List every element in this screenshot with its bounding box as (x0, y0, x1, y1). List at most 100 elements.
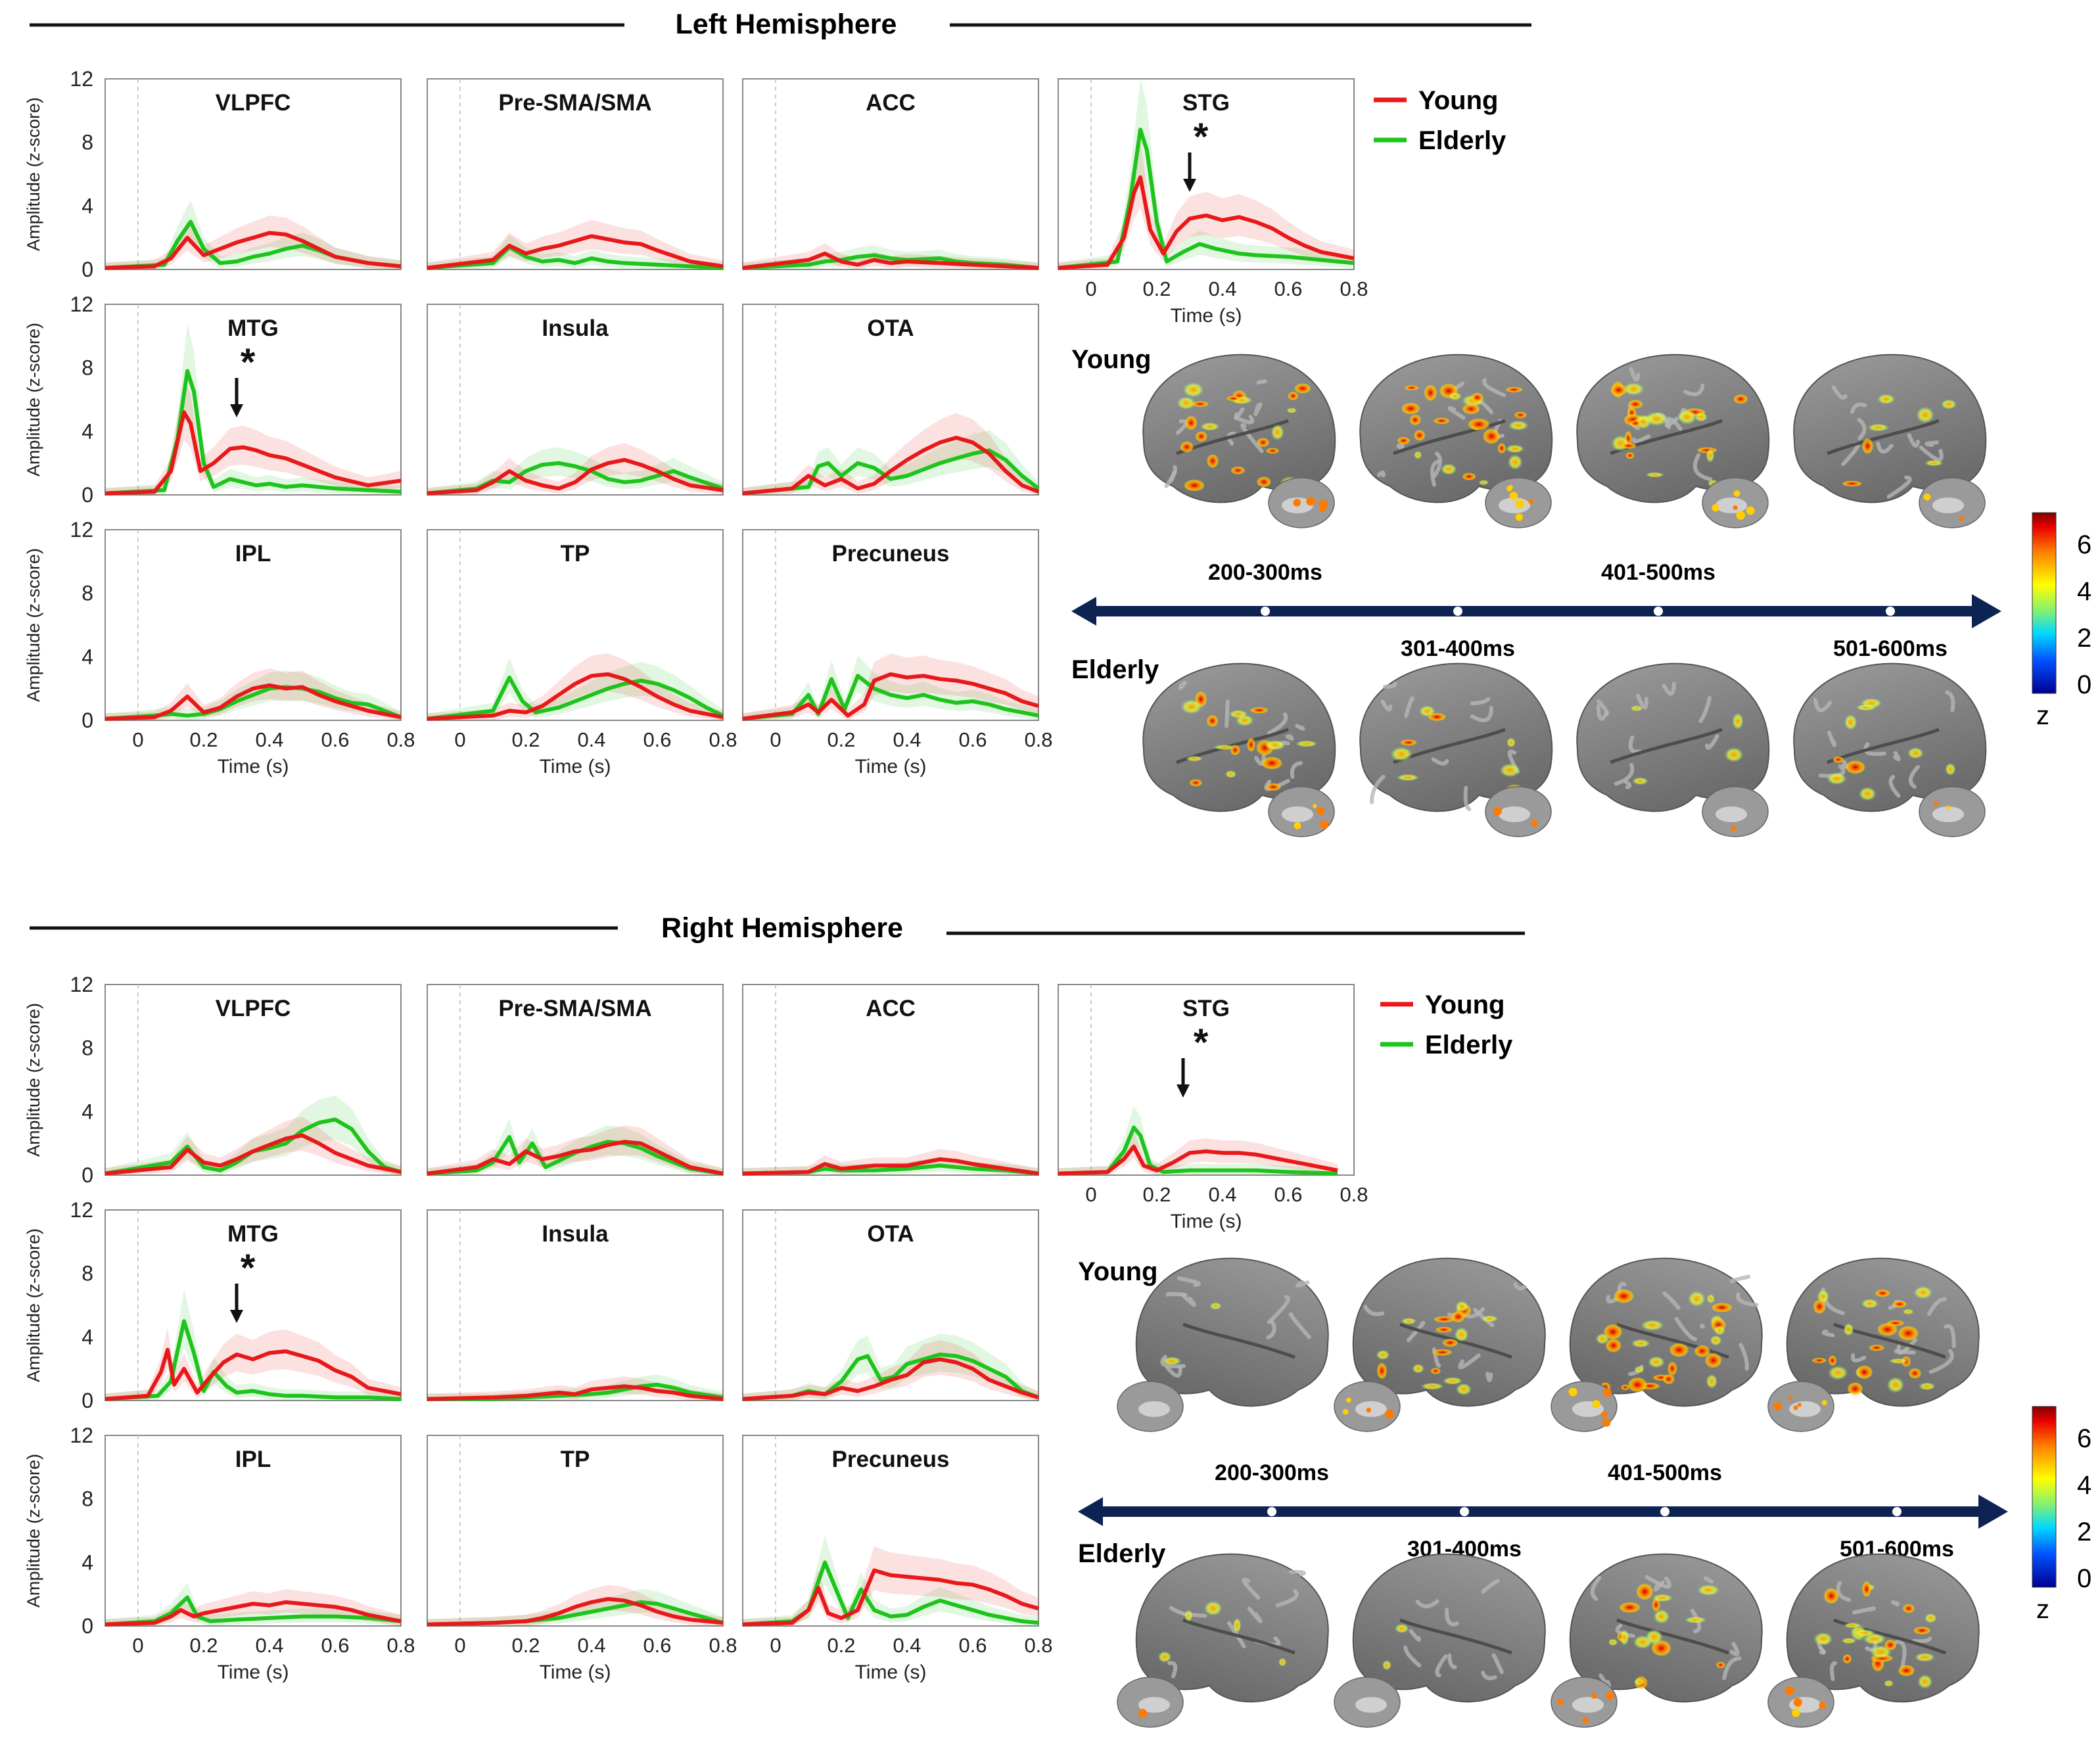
activation-cluster (1230, 466, 1246, 475)
activation-cluster (1630, 705, 1643, 712)
plot-frame (427, 1209, 724, 1401)
activation-cluster (1842, 1654, 1852, 1664)
x-tick-label: 0.4 (255, 1634, 283, 1657)
panel-title: IPL (235, 541, 271, 567)
panel-title: Insula (542, 1221, 609, 1247)
brain-outline (1359, 354, 1553, 503)
activation-cluster (1858, 787, 1877, 801)
right-hemisphere-header: Right Hemisphere (30, 912, 1525, 944)
brain-medial-inset (1702, 477, 1769, 528)
y-tick-label: 4 (82, 419, 93, 443)
activation-cluster (1454, 1327, 1469, 1343)
significance-arrowhead (230, 404, 243, 417)
y-tick-label: 12 (70, 67, 93, 91)
activation-cluster (1376, 1362, 1388, 1380)
elderly-error-band (1058, 1105, 1338, 1175)
elderly-series-line (105, 369, 402, 496)
colorbar-tick: 0 (2077, 1564, 2091, 1593)
elderly-error-band (427, 235, 723, 269)
activation-cluster (1295, 740, 1318, 747)
x-axis-label: Time (s) (1171, 305, 1242, 327)
activation-cluster (1191, 400, 1209, 407)
x-tick-label: 0.8 (709, 1634, 737, 1657)
brain-surface-map (1359, 662, 1553, 837)
plot-frame (742, 984, 1039, 1176)
activation-cluster (1442, 1377, 1463, 1385)
colorbar-gradient (2032, 512, 2057, 694)
activation-cluster (1697, 1584, 1720, 1596)
young-error-band (105, 215, 401, 269)
activation-cluster (1265, 783, 1282, 791)
activation-cluster (1180, 699, 1203, 714)
activation-cluster (1908, 1368, 1922, 1379)
activation-cluster (1715, 1661, 1726, 1669)
activation-cluster (1286, 407, 1297, 413)
line-plot-panel: 0 0.2 0.4 0.6 0.8 Time (s) Precuneus (742, 529, 1053, 778)
activation-cluster (1505, 386, 1523, 393)
y-tick-label: 8 (82, 1262, 93, 1286)
y-axis-label: Amplitude (z-score) (24, 1228, 43, 1382)
activation-cluster (1256, 476, 1272, 488)
brain-surface-map (1793, 662, 1987, 837)
x-tick-label: 0.2 (189, 1634, 218, 1657)
activation-cluster (1507, 454, 1523, 470)
significance-asterisk: * (241, 341, 256, 384)
activation-cluster (1627, 400, 1644, 409)
activation-cluster (1732, 712, 1744, 730)
young-error-band (743, 1339, 1038, 1401)
y-tick-label: 8 (82, 582, 93, 605)
activation-cluster (1662, 1374, 1675, 1385)
x-tick-label: 0.4 (577, 1634, 605, 1657)
activation-cluster (1832, 756, 1844, 763)
y-tick-label: 4 (82, 645, 93, 668)
panel-title: MTG (227, 1221, 279, 1247)
activation-cluster (1843, 1322, 1854, 1336)
activation-cluster (1505, 444, 1525, 453)
activation-cluster (1633, 1678, 1645, 1686)
plot-frame (105, 984, 402, 1176)
colorbar-left: 6 4 2 0 z (2032, 512, 2091, 730)
brain-section-right: Young Elderly 200-300ms 401-500ms 301-40… (1078, 1257, 2008, 1568)
legend-elderly-label: Elderly (1418, 126, 1506, 155)
activation-cluster (1478, 480, 1489, 486)
activation-cluster (1897, 1326, 1919, 1341)
x-tick-label: 0 (1085, 277, 1096, 300)
y-tick-label: 0 (82, 1614, 93, 1638)
activation-cluster (1652, 1594, 1673, 1602)
activation-cluster (1390, 747, 1413, 762)
activation-cluster (1636, 1583, 1654, 1600)
activation-cluster (1481, 1315, 1499, 1322)
activation-cluster (1226, 396, 1241, 402)
activation-cluster (1867, 423, 1890, 432)
activation-cluster (1401, 1318, 1417, 1325)
x-axis-label: Time (s) (540, 756, 611, 778)
activation-cluster (1435, 1326, 1453, 1334)
activation-cluster (1206, 714, 1219, 728)
activation-cluster (1433, 1316, 1455, 1323)
panel-title: VLPFC (216, 996, 291, 1021)
activation-cluster (1669, 1342, 1689, 1358)
young-series-line (427, 1596, 724, 1627)
activation-cluster (1462, 473, 1476, 481)
time-window-label: 301-400ms (1401, 636, 1515, 661)
plot-frame (1058, 984, 1355, 1176)
significance-asterisk: * (241, 1247, 256, 1289)
line-plot-panel: 0 4 8 12 Amplitude (z-score) 0 0.2 0.4 0.6 0.8 Tim… (24, 1424, 415, 1683)
x-tick-label: 0.6 (321, 728, 349, 751)
legend-right: Young Elderly (1380, 990, 1513, 1059)
line-plot-panel: 0 4 8 12 Amplitude (z-score) 0 0.2 0.4 0.6 0.8 Tim… (24, 518, 415, 778)
x-tick-label: 0.6 (1274, 277, 1302, 300)
activation-cluster (1397, 436, 1411, 445)
activation-cluster (1627, 1377, 1648, 1393)
brain-surface-map (1793, 354, 1987, 528)
timeline-arrow (1078, 1495, 2008, 1529)
activation-cluster (1687, 1290, 1706, 1307)
y-tick-label: 4 (82, 1325, 93, 1349)
activation-cluster (1514, 411, 1528, 419)
activation-cluster (1622, 383, 1645, 396)
brain-section-left: Young Elderly 200-300ms 401-500ms 301-40… (1071, 345, 2001, 684)
line-plot-panel: OTA (742, 304, 1040, 496)
brain-activation-maps (1117, 354, 1987, 1728)
activation-cluster (1924, 1613, 1937, 1623)
x-tick-label: 0.6 (643, 1634, 671, 1657)
